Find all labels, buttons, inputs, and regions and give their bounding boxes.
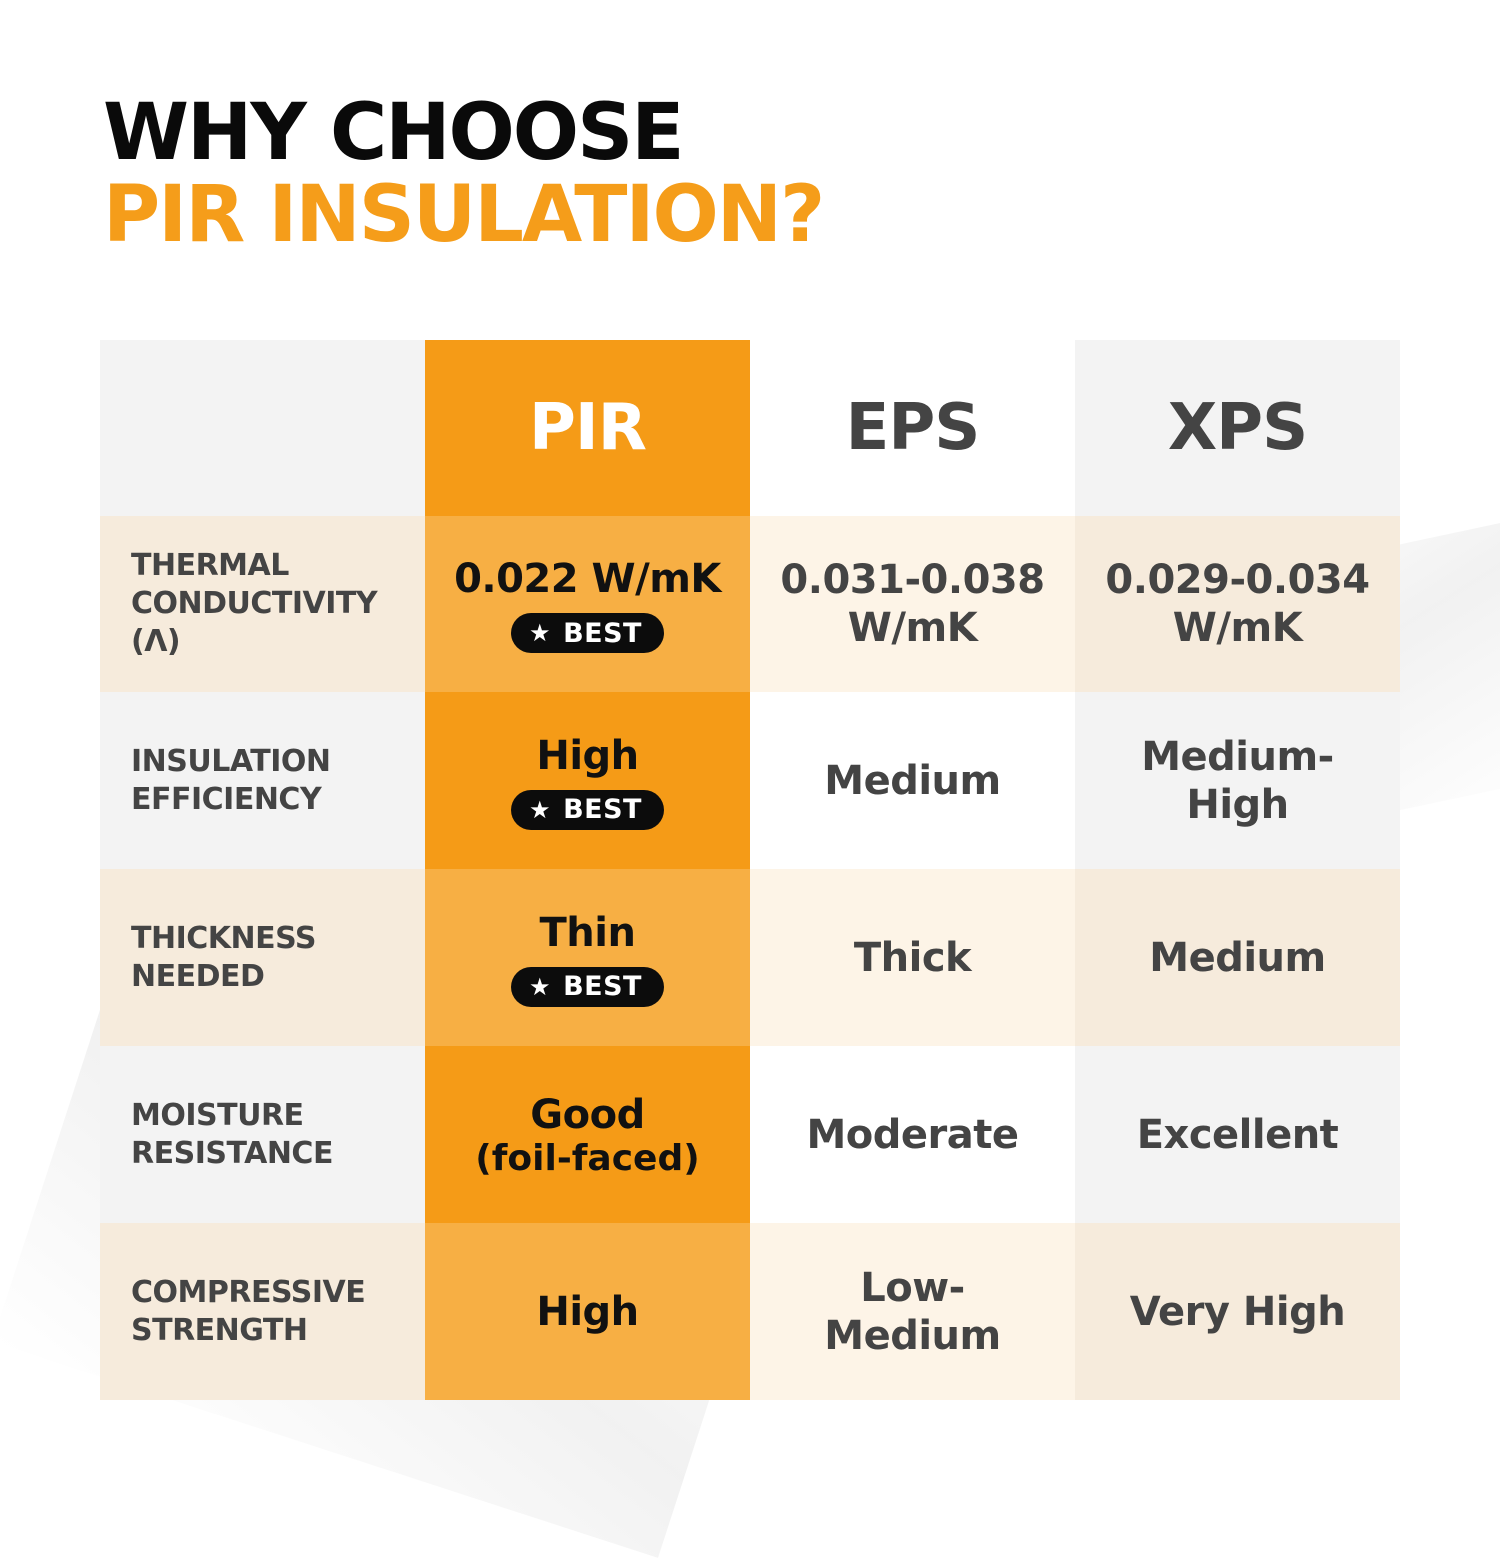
- star-icon: ★: [529, 795, 552, 824]
- xps-cell-compressive-strength: Very High: [1075, 1223, 1400, 1400]
- best-badge-label: BEST: [563, 971, 642, 1002]
- pir-cell-moisture-resistance: Good (foil-faced): [425, 1046, 750, 1223]
- eps-value: Medium: [824, 757, 1001, 804]
- pir-cell-insulation-efficiency: High ★ BEST: [425, 692, 750, 869]
- xps-cell-thickness-needed: Medium: [1075, 869, 1400, 1046]
- row-label-text: THERMAL CONDUCTIVITY (Λ): [131, 548, 378, 659]
- row-label-insulation-efficiency: INSULATION EFFICIENCY: [100, 692, 425, 869]
- page-title: WHY CHOOSE PIR INSULATION?: [103, 88, 825, 260]
- star-icon: ★: [529, 972, 552, 1001]
- eps-cell-compressive-strength: Low- Medium: [750, 1223, 1075, 1400]
- eps-value: Low- Medium: [824, 1264, 1001, 1359]
- pir-value-note: (foil-faced): [475, 1137, 700, 1179]
- xps-value: 0.029-0.034 W/mK: [1105, 557, 1370, 651]
- best-badge: ★ BEST: [511, 966, 664, 1007]
- column-header-pir: PIR: [425, 340, 750, 516]
- best-badge-label: BEST: [563, 794, 642, 825]
- eps-cell-insulation-efficiency: Medium: [750, 692, 1075, 869]
- eps-value: Thick: [853, 934, 972, 981]
- pir-value: High: [536, 732, 639, 779]
- row-label-compressive-strength: COMPRESSIVE STRENGTH: [100, 1223, 425, 1400]
- pir-cell-thermal-conductivity: 0.022 W/mK ★ BEST: [425, 516, 750, 692]
- comparison-table: PIR EPS XPS THERMAL CONDUCTIVITY (Λ) 0.0…: [100, 340, 1400, 1400]
- pir-cell-thickness-needed: Thin ★ BEST: [425, 869, 750, 1046]
- xps-value: Excellent: [1136, 1111, 1339, 1158]
- pir-value: Good: [530, 1091, 645, 1138]
- star-icon: ★: [529, 619, 552, 647]
- column-header-pir-label: PIR: [529, 391, 647, 465]
- row-label-text: THICKNESS NEEDED: [131, 920, 316, 994]
- column-header-eps-label: EPS: [845, 391, 981, 465]
- eps-value: 0.031-0.038 W/mK: [780, 557, 1045, 651]
- eps-value: Moderate: [806, 1111, 1019, 1158]
- xps-cell-insulation-efficiency: Medium- High: [1075, 692, 1400, 869]
- column-header-xps: XPS: [1075, 340, 1400, 516]
- best-badge: ★ BEST: [511, 613, 664, 653]
- eps-cell-thickness-needed: Thick: [750, 869, 1075, 1046]
- row-label-moisture-resistance: MOISTURE RESISTANCE: [100, 1046, 425, 1223]
- title-line-1: WHY CHOOSE: [103, 88, 685, 178]
- pir-value: 0.022 W/mK: [454, 556, 721, 602]
- pir-value: Thin: [539, 909, 636, 956]
- row-label-text: MOISTURE RESISTANCE: [131, 1097, 333, 1171]
- xps-value: Very High: [1129, 1288, 1346, 1335]
- header-corner-cell: [100, 340, 425, 516]
- eps-cell-thermal-conductivity: 0.031-0.038 W/mK: [750, 516, 1075, 692]
- xps-value: Medium- High: [1141, 733, 1334, 828]
- pir-cell-compressive-strength: High: [425, 1223, 750, 1400]
- best-badge-label: BEST: [563, 617, 642, 649]
- xps-value: Medium: [1149, 934, 1326, 981]
- xps-cell-moisture-resistance: Excellent: [1075, 1046, 1400, 1223]
- row-label-thermal-conductivity: THERMAL CONDUCTIVITY (Λ): [100, 516, 425, 692]
- best-badge: ★ BEST: [511, 789, 664, 830]
- title-line-2: PIR INSULATION?: [103, 170, 825, 260]
- pir-value: High: [536, 1288, 639, 1335]
- xps-cell-thermal-conductivity: 0.029-0.034 W/mK: [1075, 516, 1400, 692]
- column-header-xps-label: XPS: [1167, 391, 1308, 465]
- row-label-thickness-needed: THICKNESS NEEDED: [100, 869, 425, 1046]
- row-label-text: INSULATION EFFICIENCY: [131, 743, 331, 817]
- eps-cell-moisture-resistance: Moderate: [750, 1046, 1075, 1223]
- column-header-eps: EPS: [750, 340, 1075, 516]
- row-label-text: COMPRESSIVE STRENGTH: [131, 1274, 366, 1348]
